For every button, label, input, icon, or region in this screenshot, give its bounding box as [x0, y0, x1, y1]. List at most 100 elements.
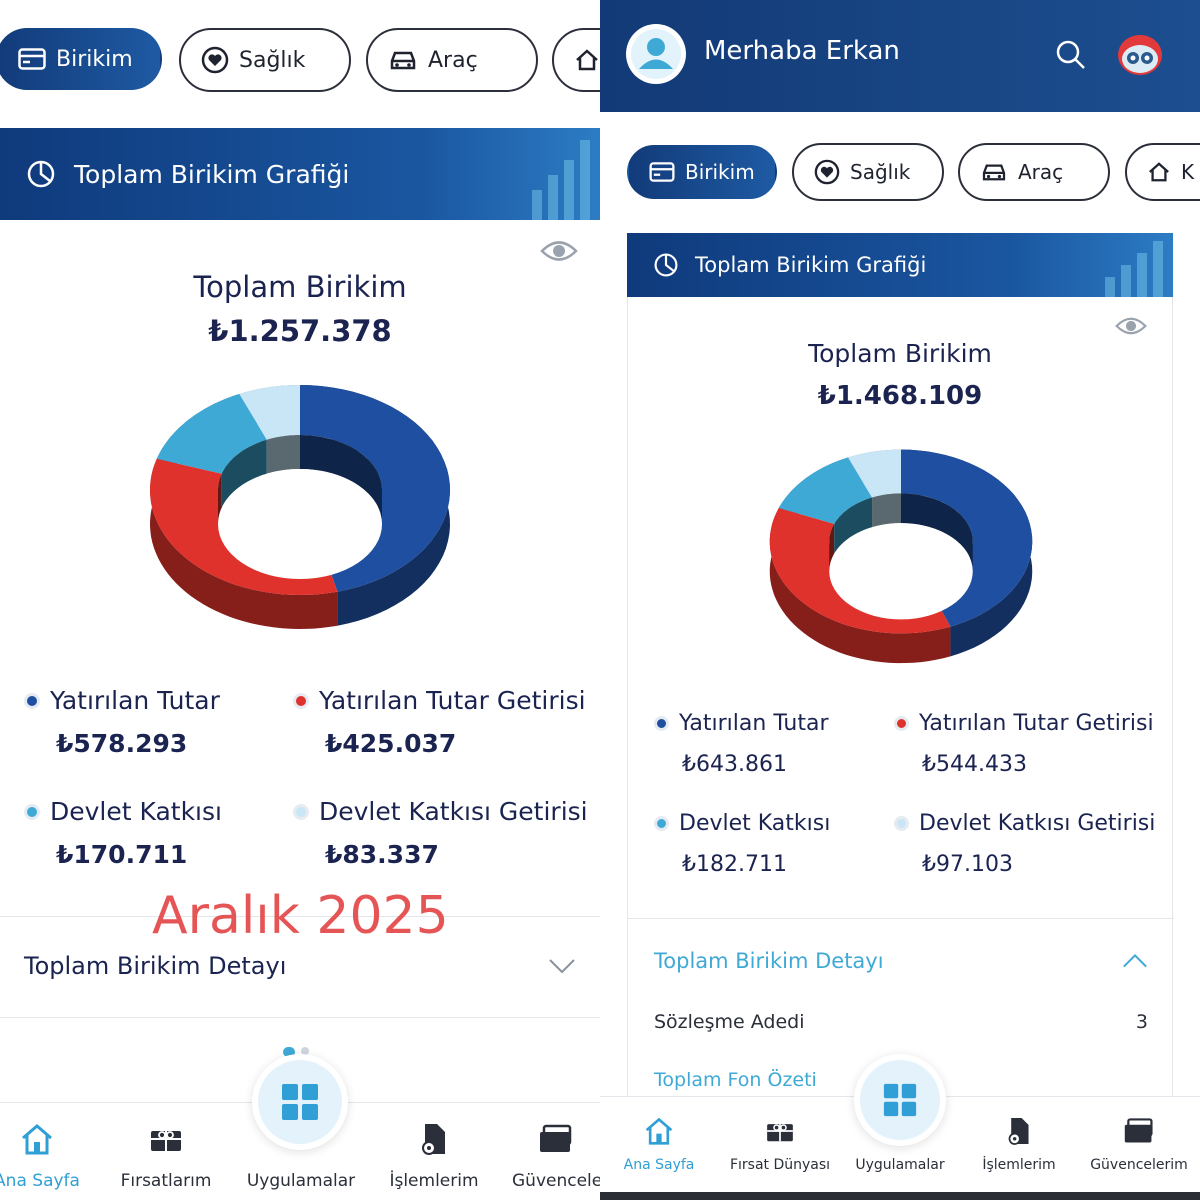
legend-item: Devlet Katkısı ₺182.711: [654, 811, 830, 877]
detail-header[interactable]: Toplam Birikim Detayı: [24, 952, 576, 980]
page-indicator: [283, 1047, 309, 1057]
legend-item: Yatırılan Tutar Getirisi ₺544.433: [894, 711, 1154, 777]
legend-dot: [293, 803, 309, 820]
donut-hole: [829, 523, 973, 620]
total-label: Toplam Birikim: [193, 270, 407, 304]
nav-firsat-dunyasi[interactable]: Fırsat Dünyası: [724, 1111, 836, 1173]
eye-icon[interactable]: [1114, 315, 1148, 337]
legend-dot: [293, 692, 309, 709]
detail-header[interactable]: Toplam Birikim Detayı: [654, 949, 1148, 973]
chevron-down-icon[interactable]: [548, 958, 576, 974]
nav-islemlerim[interactable]: İşlemlerim: [385, 1119, 483, 1191]
nav-ana-sayfa[interactable]: Ana Sayfa: [0, 1119, 82, 1191]
overlay-date-text: Aralık 2025: [152, 886, 449, 946]
legend-value: ₺643.861: [682, 752, 787, 777]
car-icon: [982, 164, 1006, 181]
app-header: Merhaba Erkan: [600, 0, 1200, 112]
contract-value: 3: [1135, 1011, 1148, 1033]
search-icon[interactable]: [1056, 40, 1086, 70]
donut-inner-wall: [872, 493, 901, 528]
fund-summary-link[interactable]: Toplam Fon Özeti: [654, 1069, 817, 1091]
legend-item: Yatırılan Tutar ₺643.861: [654, 711, 829, 777]
chip-birikim[interactable]: Birikim: [0, 28, 162, 90]
gift-icon: [151, 1131, 181, 1151]
chip-birikim[interactable]: Birikim: [627, 145, 777, 199]
nav-label: Güvencele: [512, 1171, 600, 1191]
right-screenshot: Merhaba Erkan Birikim Sağlık Araç K Topl…: [600, 0, 1200, 1200]
donut-inner-wall: [300, 435, 382, 524]
chip-arac[interactable]: Araç: [958, 143, 1110, 201]
home-icon: [22, 1124, 52, 1155]
banner-title: Toplam Birikim Grafiği: [74, 159, 350, 189]
donut-segment-side: [150, 458, 338, 629]
home-icon: [645, 1117, 673, 1145]
legend-label: Devlet Katkısı: [50, 797, 222, 826]
legend-value: ₺578.293: [56, 729, 188, 758]
nav-guvencelerim[interactable]: Güvencele: [506, 1119, 600, 1191]
pie-chart-icon: [654, 253, 678, 277]
chevron-up-icon[interactable]: [1122, 953, 1148, 969]
car-icon: [390, 51, 416, 70]
nav-label: Ana Sayfa: [623, 1157, 695, 1173]
avatar[interactable]: [626, 24, 686, 84]
chip-saglik[interactable]: Sağlık: [792, 143, 944, 201]
chip-next[interactable]: [552, 28, 600, 92]
donut-inner-wall: [221, 439, 267, 508]
document-icon: [1008, 1118, 1029, 1145]
nav-label: İşlemlerim: [389, 1171, 479, 1191]
apps-fab-button[interactable]: [252, 1054, 348, 1150]
detail-title: Toplam Birikim Detayı: [24, 952, 287, 980]
nav-label: Fırsat Dünyası: [729, 1157, 831, 1173]
home-icon: [576, 49, 598, 71]
donut-segment: [778, 457, 873, 524]
banner-title: Toplam Birikim Grafiği: [695, 253, 927, 277]
total-label: Toplam Birikim: [808, 339, 992, 368]
donut-segment: [156, 394, 267, 474]
legend-label: Yatırılan Tutar: [679, 711, 829, 736]
nav-label: İşlemlerim: [982, 1157, 1056, 1173]
legend-dot: [654, 716, 669, 731]
left-screenshot: Birikim Sağlık Araç Toplam Birikim Grafi…: [0, 28, 600, 1191]
legend-item: Devlet Katkısı ₺170.711: [24, 797, 222, 869]
pie-chart-icon: [27, 160, 55, 188]
legend-value: ₺97.103: [922, 852, 1013, 877]
eye-icon[interactable]: [540, 238, 578, 264]
chip-label: Birikim: [56, 46, 133, 72]
nav-uygulamalar[interactable]: Uygulamalar: [240, 1119, 362, 1191]
growth-bars-decoration: [1105, 241, 1163, 297]
chip-label: Sağlık: [239, 47, 306, 73]
bottom-bar: [600, 1192, 1200, 1200]
legend-label: Devlet Katkısı Getirisi: [919, 811, 1156, 836]
nav-guvencelerim[interactable]: Güvencelerim: [1086, 1111, 1192, 1173]
detail-title: Toplam Birikim Detayı: [654, 949, 884, 973]
chip-arac[interactable]: Araç: [366, 28, 538, 92]
donut-chart: [769, 449, 1033, 664]
chip-konut[interactable]: K: [1125, 143, 1200, 201]
legend-item: Yatırılan Tutar ₺578.293: [24, 686, 220, 758]
savings-card: Toplam Birikim ₺1.257.378 Yatırılan Tuta…: [0, 220, 600, 1018]
legend-label: Yatırılan Tutar Getirisi: [319, 686, 586, 715]
apps-fab-button[interactable]: [854, 1054, 946, 1146]
nav-label: Güvencelerim: [1090, 1157, 1188, 1173]
legend-label: Devlet Katkısı: [679, 811, 831, 836]
donut-segment: [847, 449, 901, 498]
nav-uygulamalar[interactable]: Uygulamalar: [850, 1111, 950, 1173]
nav-label: Uygulamalar: [246, 1171, 356, 1191]
legend-dot: [654, 816, 669, 831]
wallet-icon: [1124, 1118, 1153, 1143]
robot-assistant-icon[interactable]: [1116, 33, 1164, 77]
legend-label: Yatırılan Tutar: [50, 686, 220, 715]
savings-card: Toplam Birikim ₺1.468.109 Yatırılan Tuta…: [627, 297, 1174, 1107]
home-icon: [1149, 162, 1169, 182]
chip-saglik[interactable]: Sağlık: [179, 28, 351, 92]
nav-firsatlarim[interactable]: Fırsatlarım: [115, 1119, 217, 1191]
legend-label: Devlet Katkısı Getirisi: [319, 797, 588, 826]
nav-islemlerim[interactable]: İşlemlerim: [970, 1111, 1068, 1173]
user-icon: [631, 29, 681, 79]
legend-label: Yatırılan Tutar Getirisi: [919, 711, 1154, 736]
donut-inner-wall: [829, 523, 835, 572]
donut-inner-wall: [266, 435, 300, 474]
nav-ana-sayfa[interactable]: Ana Sayfa: [614, 1111, 704, 1173]
total-value: ₺1.468.109: [817, 381, 983, 411]
card-icon: [649, 162, 675, 182]
